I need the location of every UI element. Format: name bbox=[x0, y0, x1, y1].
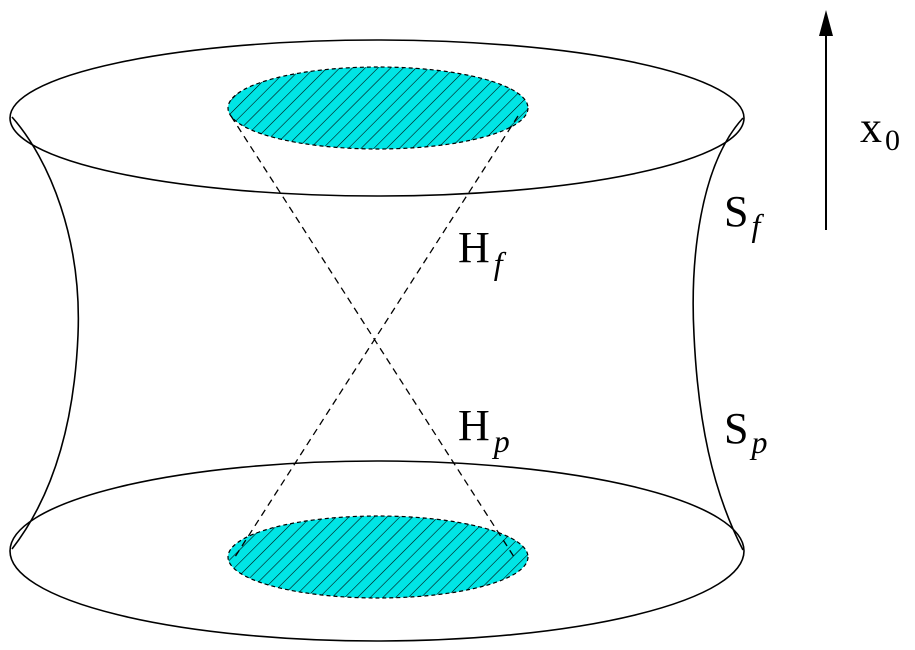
top-surface-ellipse bbox=[9, 39, 745, 197]
right-side-curve bbox=[692, 117, 744, 551]
future-surface-label: Sf bbox=[724, 187, 764, 243]
bottom-surface-ellipse bbox=[9, 460, 745, 642]
top-region-disk bbox=[227, 66, 529, 150]
future-horizon-left bbox=[230, 115, 517, 561]
time-axis-arrow bbox=[819, 10, 833, 230]
left-side-curve bbox=[11, 116, 80, 550]
future-horizon-right bbox=[232, 115, 519, 561]
bottom-region-disk bbox=[227, 515, 529, 599]
past-surface-label: Sp bbox=[724, 404, 767, 460]
horizon-cones bbox=[230, 115, 519, 561]
